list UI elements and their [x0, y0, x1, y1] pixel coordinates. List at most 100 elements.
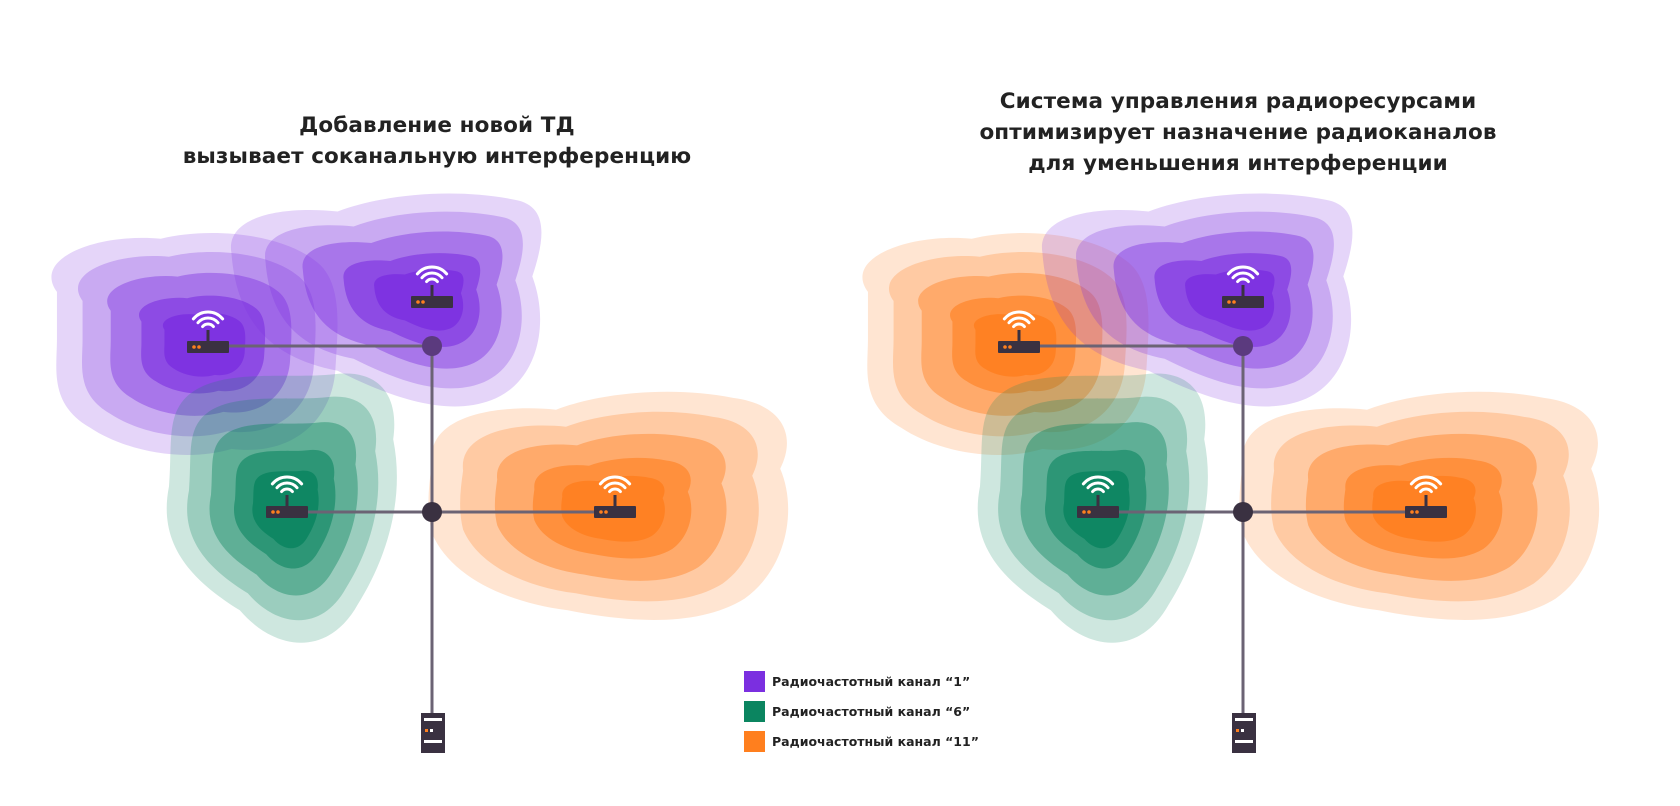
wifi-arc	[196, 316, 220, 325]
router-body	[1222, 296, 1264, 308]
legend-label-channel-6: Радиочастотный канал “6”	[772, 703, 971, 719]
router-led	[197, 345, 201, 349]
wifi-icon	[598, 475, 632, 494]
router-led	[1232, 300, 1236, 304]
router-body	[187, 341, 229, 353]
wifi-arc	[275, 481, 299, 490]
wifi-arc	[1419, 487, 1433, 494]
junction-node	[422, 336, 442, 356]
wifi-arc	[1231, 271, 1255, 280]
wifi-arc	[1007, 316, 1031, 325]
access-point-icon-top-right	[1222, 265, 1264, 308]
router-led	[599, 510, 603, 514]
access-point-icon-top-right	[411, 265, 453, 308]
router-body	[594, 506, 636, 518]
right-title-line-2: оптимизирует назначение радиоканалов	[979, 120, 1497, 145]
wifi-arc	[415, 265, 449, 276]
legend-swatch-channel-11	[744, 730, 765, 752]
wifi-arc	[608, 487, 622, 494]
wifi-arc	[1081, 475, 1115, 486]
router-led	[1003, 345, 1007, 349]
router-body	[1405, 506, 1447, 518]
server-slot	[424, 718, 442, 721]
wifi-icon	[1002, 310, 1036, 329]
wifi-arc	[420, 271, 444, 280]
wifi-arc	[1409, 475, 1443, 486]
wifi-icon	[1409, 475, 1443, 494]
left-title-line-1: Добавление новой ТД	[299, 113, 575, 138]
wifi-arc	[1086, 481, 1110, 490]
left-title-line-2: вызывает соканальную интерференцию	[182, 144, 692, 169]
left-panel-title: Добавление новой ТД вызывает соканальную…	[127, 110, 747, 172]
right-panel-network	[862, 193, 1600, 753]
router-led	[421, 300, 425, 304]
router-led	[271, 510, 275, 514]
wifi-arc	[1236, 277, 1250, 284]
router-body	[1077, 506, 1119, 518]
wifi-icon	[415, 265, 449, 284]
server-icon	[1232, 713, 1256, 753]
left-panel-network	[51, 193, 789, 753]
router-led	[416, 300, 420, 304]
access-point-icon-top-left	[998, 310, 1040, 353]
router-body	[411, 296, 453, 308]
router-led	[1008, 345, 1012, 349]
legend-item-channel-6: Радиочастотный канал “6”	[744, 700, 979, 722]
router-led	[192, 345, 196, 349]
legend-item-channel-1: Радиочастотный канал “1”	[744, 670, 979, 692]
wifi-icon	[1081, 475, 1115, 494]
access-point-icon-bottom-right	[594, 475, 636, 518]
legend-swatch-channel-6	[744, 700, 765, 722]
wifi-arc	[191, 310, 225, 321]
router-led	[1227, 300, 1231, 304]
router-led	[1082, 510, 1086, 514]
server-slot	[1235, 740, 1253, 743]
wifi-arc	[280, 487, 294, 494]
access-point-icon-bottom-left	[266, 475, 308, 518]
right-panel-title: Система управления радиоресурсами оптими…	[928, 86, 1548, 179]
wifi-arc	[201, 322, 215, 329]
server-led	[1236, 729, 1239, 732]
wifi-arc	[1091, 487, 1105, 494]
access-point-icon-bottom-left	[1077, 475, 1119, 518]
junction-node	[1233, 336, 1253, 356]
server-icon	[421, 713, 445, 753]
server-led	[1241, 729, 1244, 732]
legend-swatch-channel-1	[744, 670, 765, 692]
right-title-line-1: Система управления радиоресурсами	[999, 89, 1477, 114]
router-led	[1410, 510, 1414, 514]
wifi-icon	[1226, 265, 1260, 284]
right-title-line-3: для уменьшения интерференции	[1028, 151, 1448, 176]
legend-item-channel-11: Радиочастотный канал “11”	[744, 730, 979, 752]
wifi-arc	[425, 277, 439, 284]
wifi-arc	[270, 475, 304, 486]
coverage-bottom-right	[428, 391, 789, 620]
junction-node	[422, 502, 442, 522]
wifi-arc	[1012, 322, 1026, 329]
legend-label-channel-1: Радиочастотный канал “1”	[772, 673, 971, 689]
wifi-arc	[603, 481, 627, 490]
router-led	[604, 510, 608, 514]
server-slot	[1235, 718, 1253, 721]
server-led	[425, 729, 428, 732]
legend-label-channel-11: Радиочастотный канал “11”	[772, 733, 979, 749]
wifi-arc	[1002, 310, 1036, 321]
server-slot	[424, 740, 442, 743]
cable-network	[208, 336, 615, 735]
wifi-arc	[598, 475, 632, 486]
router-body	[266, 506, 308, 518]
router-led	[276, 510, 280, 514]
coverage-bottom-right	[1239, 391, 1600, 620]
wifi-icon	[191, 310, 225, 329]
access-point-icon-bottom-right	[1405, 475, 1447, 518]
router-led	[1415, 510, 1419, 514]
wifi-icon	[270, 475, 304, 494]
wifi-arc	[1226, 265, 1260, 276]
access-point-icon-top-left	[187, 310, 229, 353]
channel-legend: Радиочастотный канал “1” Радиочастотный …	[744, 670, 979, 760]
router-led	[1087, 510, 1091, 514]
server-led	[430, 729, 433, 732]
junction-node	[1233, 502, 1253, 522]
